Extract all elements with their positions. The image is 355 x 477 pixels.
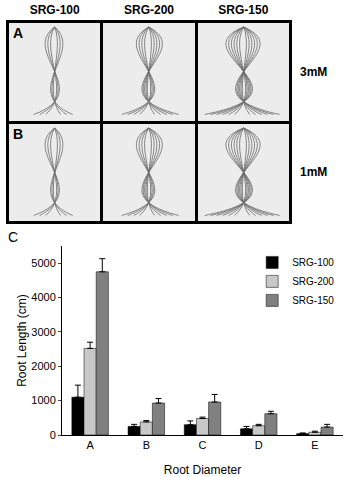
svg-text:3000: 3000	[31, 326, 55, 338]
svg-text:SRG-150: SRG-150	[292, 295, 334, 306]
svg-text:SRG-100: SRG-100	[292, 257, 334, 268]
svg-text:4000: 4000	[31, 291, 55, 303]
html-text:A: A	[13, 25, 24, 41]
svg-text:Root Diameter: Root Diameter	[164, 463, 241, 477]
svg-text:E: E	[311, 439, 318, 451]
svg-text:2000: 2000	[31, 360, 55, 372]
html-text:3mM: 3mM	[300, 64, 328, 79]
svg-text:5000: 5000	[31, 257, 55, 269]
svg-text:SRG-200: SRG-200	[292, 276, 334, 287]
html-text:SRG-150: SRG-150	[218, 3, 269, 17]
svg-text:A: A	[86, 439, 94, 451]
svg-text:Root Length (cm): Root Length (cm)	[15, 294, 29, 387]
html-text:SRG-100: SRG-100	[29, 3, 80, 17]
svg-text:C: C	[199, 439, 207, 451]
svg-text:1000: 1000	[31, 394, 55, 406]
html-text:1mM: 1mM	[300, 165, 328, 180]
html-text:SRG-200: SRG-200	[124, 3, 174, 17]
svg-text:B: B	[143, 439, 150, 451]
svg-text:D: D	[255, 439, 263, 451]
svg-text:0: 0	[50, 429, 56, 441]
html-text:B: B	[13, 125, 24, 142]
svg-text:C: C	[8, 229, 18, 245]
